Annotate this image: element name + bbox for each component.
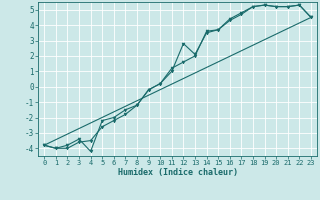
X-axis label: Humidex (Indice chaleur): Humidex (Indice chaleur) (118, 168, 238, 177)
